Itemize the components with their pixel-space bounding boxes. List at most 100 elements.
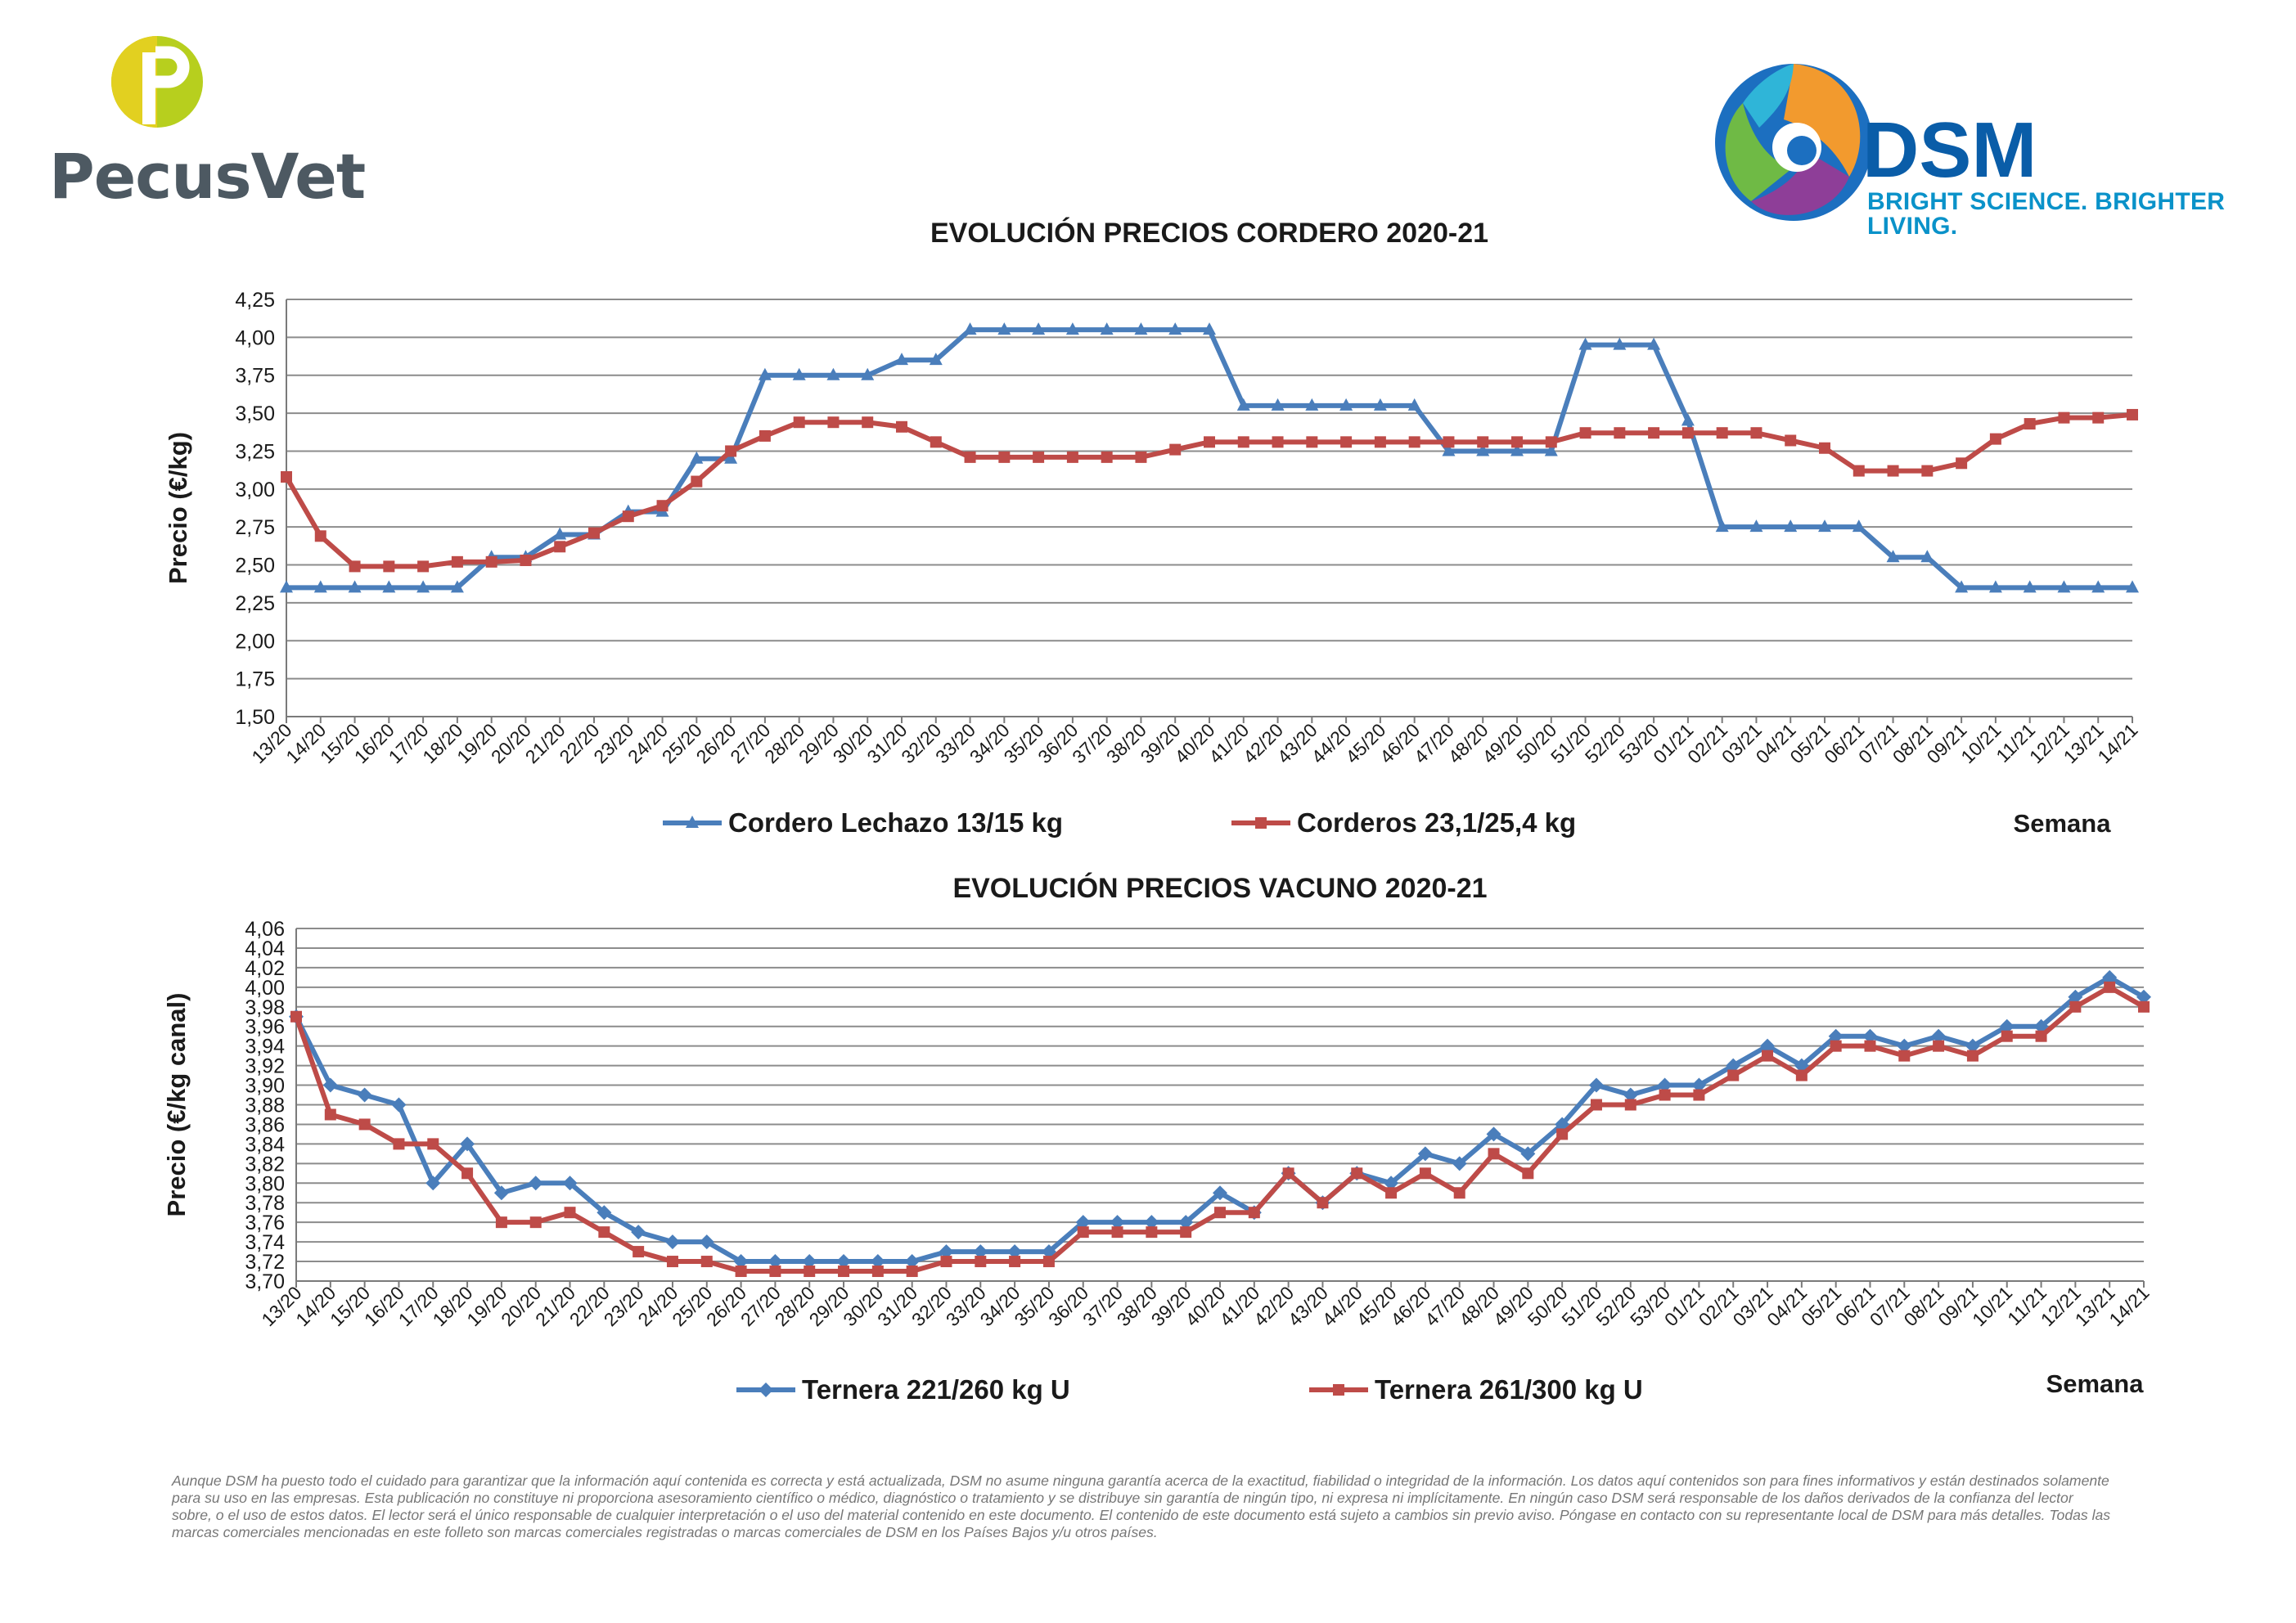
y-tick-label: 3,84 (245, 1133, 285, 1156)
y-tick-label: 3,25 (235, 440, 275, 463)
data-point (391, 1097, 407, 1113)
data-point (1647, 337, 1661, 350)
data-point (1453, 1187, 1465, 1199)
y-tick-label: 1,50 (235, 706, 275, 729)
data-point (1305, 398, 1319, 411)
data-point (1750, 427, 1763, 439)
data-point (280, 580, 293, 593)
data-point (358, 1118, 371, 1131)
y-tick-label: 3,50 (235, 402, 275, 425)
data-point (529, 1216, 542, 1229)
data-point (1544, 443, 1558, 456)
dsm-logo (1715, 64, 1872, 221)
data-point (1657, 1077, 1672, 1093)
data-point (1522, 1167, 1534, 1180)
y-axis-label: Precio (€/kg canal) (162, 993, 191, 1217)
y-tick-label: 2,00 (235, 630, 275, 653)
data-point (1623, 1087, 1638, 1103)
pecusvet-logo (111, 36, 203, 128)
data-point (554, 541, 566, 553)
data-point (836, 1254, 852, 1270)
data-point (1726, 1058, 1741, 1073)
data-point (1065, 322, 1079, 335)
data-point (656, 500, 669, 512)
data-point (451, 555, 463, 568)
legend-item: Ternera 261/300 kg U (1309, 1374, 1643, 1405)
data-point (1204, 436, 1215, 448)
data-point (1248, 1207, 1260, 1219)
data-point (1271, 398, 1285, 411)
data-point (1101, 451, 1113, 463)
data-point (1588, 1077, 1604, 1093)
data-point (1407, 398, 1421, 411)
data-point (562, 1176, 578, 1191)
data-point (1624, 1099, 1636, 1111)
data-point (759, 429, 771, 442)
data-point (1009, 1256, 1021, 1268)
data-point (1419, 1167, 1431, 1180)
data-point (1715, 519, 1729, 533)
disclaimer-text: Aunque DSM ha puesto todo el cuidado par… (172, 1472, 2111, 1540)
data-point (904, 1254, 920, 1270)
y-tick-label: 3,76 (245, 1212, 285, 1234)
y-tick-label: 3,80 (245, 1172, 285, 1195)
data-point (735, 1266, 747, 1278)
data-point (1075, 1215, 1091, 1230)
data-point (1999, 1018, 2015, 1034)
data-point (664, 1234, 680, 1250)
data-point (963, 322, 977, 335)
data-point (895, 353, 908, 366)
data-point (973, 1244, 988, 1260)
x-tick-label: 14/21 (2105, 1282, 2153, 1330)
data-point (1351, 1167, 1363, 1180)
data-point (1077, 1226, 1089, 1239)
data-point (1784, 519, 1798, 533)
data-point (1169, 443, 1182, 456)
data-point (597, 1205, 612, 1221)
data-point (348, 580, 362, 593)
data-point (1110, 1215, 1125, 1230)
data-point (1852, 519, 1866, 533)
data-point (1785, 434, 1797, 447)
series-1 (289, 969, 2151, 1270)
data-point (1933, 1040, 1945, 1052)
data-point (1340, 436, 1353, 448)
data-point (930, 436, 942, 448)
data-point (1760, 1038, 1776, 1054)
data-point (862, 416, 874, 429)
x-tick-label: 14/21 (2093, 719, 2141, 767)
data-point (393, 1138, 405, 1150)
data-point (357, 1087, 372, 1103)
y-tick-label: 3,70 (245, 1270, 285, 1293)
data-point (2058, 411, 2070, 424)
data-point (322, 1077, 338, 1093)
data-point (290, 1010, 302, 1023)
legend-item: Corderos 23,1/25,4 kg (1231, 807, 1576, 838)
data-point (804, 1266, 816, 1278)
data-point (1385, 1187, 1398, 1199)
data-point (1443, 436, 1455, 448)
data-point (1417, 1146, 1433, 1162)
data-point (2001, 1030, 2013, 1042)
data-point (1614, 427, 1626, 439)
data-point (1578, 337, 1592, 350)
legend-label: Ternera 221/260 kg U (802, 1374, 1070, 1405)
data-point (1237, 436, 1249, 448)
data-point (724, 451, 738, 464)
data-point (2126, 580, 2139, 593)
data-point (1921, 465, 1934, 477)
data-point (324, 1108, 336, 1121)
data-point (2104, 981, 2116, 993)
data-point (1066, 451, 1078, 463)
data-point (1691, 1077, 1707, 1093)
data-point (964, 451, 976, 463)
data-point (1818, 519, 1831, 533)
data-point (939, 1244, 954, 1260)
data-point (1659, 1089, 1671, 1101)
y-tick-label: 3,74 (245, 1231, 285, 1254)
series-line (294, 974, 2145, 1265)
legend-marker (686, 816, 699, 828)
data-point (2035, 1030, 2047, 1042)
data-point (975, 1256, 987, 1268)
data-point (1795, 1069, 1808, 1081)
